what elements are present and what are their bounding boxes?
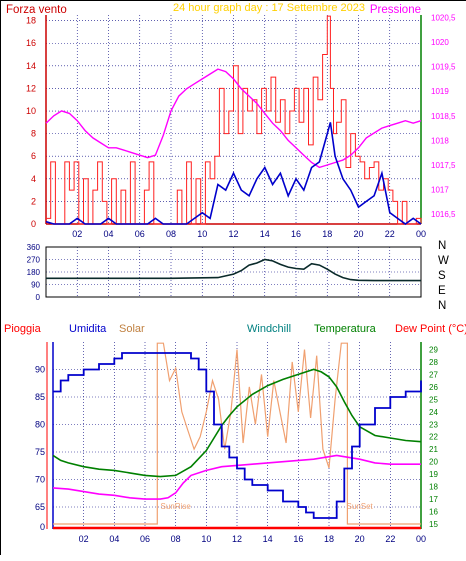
humidity-x-tick-label: 18 (324, 534, 334, 544)
humidity-line (53, 352, 422, 519)
compass-label: N (438, 240, 446, 252)
legend-item: Temperatura (314, 323, 377, 335)
pressure-y-tick-label: 1019 (431, 87, 449, 96)
legend-item: Dew Point (°C) (395, 323, 466, 335)
pressure-y-tick-label: 1020,5 (431, 13, 456, 22)
humidity-x-tick-label: 08 (171, 534, 181, 544)
temperature-y-tick-label: 27 (429, 370, 438, 379)
compass-label: S (438, 270, 446, 282)
direction-y-tick-label: 0 (36, 293, 41, 302)
humidity-y-tick-label: 85 (35, 392, 45, 402)
wind-y-tick-label: 12 (26, 83, 36, 93)
wind-direction-line (46, 258, 421, 282)
wind-y-tick-label: 4 (31, 174, 36, 184)
wind-x-tick-label: 12 (228, 229, 238, 239)
wind-y-tick-label: 16 (26, 38, 36, 48)
wind-y-tick-label: 18 (26, 16, 36, 26)
humidity-y-tick-label: 75 (35, 447, 45, 457)
wind-x-tick-label: 22 (385, 229, 395, 239)
direction-y-tick-label: 180 (27, 268, 41, 277)
humidity-x-tick-label: 02 (79, 534, 89, 544)
wind-x-tick-label: 06 (135, 229, 145, 239)
wind-x-tick-label: 16 (291, 229, 301, 239)
wind-x-tick-label: 02 (72, 229, 82, 239)
humidity-x-tick-label: 14 (263, 534, 273, 544)
humidity-temperature-panel: Pioggia Umidita Solar Windchill Temperatura D… (4, 323, 466, 544)
compass-label: N (438, 300, 446, 312)
humidity-x-tick-label: 04 (109, 534, 119, 544)
temperature-y-tick-label: 17 (429, 495, 438, 504)
temperature-y-tick-label: 25 (429, 395, 438, 404)
wind-x-tick-label: 14 (260, 229, 270, 239)
wind-gust-line (45, 122, 422, 225)
wind-speed-line (46, 15, 422, 225)
legend-item: Windchill (247, 323, 291, 335)
direction-y-tick-label: 90 (31, 281, 40, 290)
humidity-x-tick-label: 00 (416, 534, 426, 544)
temperature-y-tick-label: 26 (429, 383, 438, 392)
humidity-x-tick-label: 16 (293, 534, 303, 544)
temperature-y-tick-label: 28 (429, 358, 438, 367)
pressure-line (45, 68, 422, 169)
wind-x-tick-label: 10 (197, 229, 207, 239)
humidity-y-tick-label: 90 (35, 365, 45, 375)
wind-y-tick-label: 6 (31, 151, 36, 161)
temperature-line (52, 368, 422, 478)
wind-speed-label: Forza vento (6, 4, 67, 16)
temperature-y-tick-label: 21 (429, 445, 438, 454)
wind-y-tick-label: 14 (26, 61, 36, 71)
humidity-x-tick-label: 22 (385, 534, 395, 544)
pressure-y-tick-label: 1017,5 (431, 161, 456, 170)
pressure-y-tick-label: 1019,5 (431, 63, 456, 72)
direction-frame (45, 246, 422, 298)
solar-line (53, 342, 421, 525)
wind-x-tick-label: 20 (353, 229, 363, 239)
chart-title: 24 hour graph day : 17 Settembre 2023 (173, 2, 365, 14)
compass-label: W (438, 255, 449, 267)
wind-x-tick-label: 18 (322, 229, 332, 239)
temperature-y-tick-label: 18 (429, 483, 438, 492)
legend-item: Umidita (69, 323, 107, 335)
humidity-x-tick-label: 06 (140, 534, 150, 544)
wind-y-tick-label: 2 (31, 196, 36, 206)
wind-x-tick-label: 04 (103, 229, 113, 239)
direction-y-tick-label: 360 (27, 243, 41, 252)
temperature-y-tick-label: 22 (429, 433, 438, 442)
humidity-x-tick-label: 10 (201, 534, 211, 544)
humidity-x-tick-label: 20 (355, 534, 365, 544)
temperature-y-tick-label: 19 (429, 470, 438, 479)
pressure-label: Pressione (370, 4, 421, 16)
temperature-y-tick-label: 23 (429, 420, 438, 429)
pressure-y-tick-label: 1018 (431, 136, 449, 145)
humidity-y-tick-label: 0 (40, 522, 45, 532)
wind-pressure-panel: 02 04 06 08 10 12 14 16 18 20 22 000246810121416181… (26, 13, 456, 239)
humidity-x-tick-label: 12 (232, 534, 242, 544)
temperature-y-tick-label: 16 (429, 508, 438, 517)
temperature-y-tick-label: 29 (429, 345, 438, 354)
compass-label: E (438, 285, 446, 297)
humidity-y-tick-label: 80 (35, 420, 45, 430)
sunset-label: SunSet (347, 502, 374, 511)
wind-y-tick-label: 8 (31, 129, 36, 139)
pressure-y-tick-label: 1017 (431, 186, 449, 195)
sunrise-label: SunRise (161, 502, 192, 511)
humidity-y-tick-label: 65 (35, 502, 45, 512)
wind-y-tick-label: 0 (31, 219, 36, 229)
legend-item: Pioggia (4, 323, 42, 335)
pressure-y-tick-label: 1016,5 (431, 210, 456, 219)
temperature-y-tick-label: 24 (429, 408, 438, 417)
wind-x-tick-label: 00 (416, 229, 426, 239)
humidity-y-tick-label: 70 (35, 475, 45, 485)
wind-y-tick-label: 10 (26, 106, 36, 116)
pressure-y-tick-label: 1020 (431, 38, 449, 47)
temperature-y-tick-label: 15 (429, 520, 438, 529)
pressure-y-tick-label: 1018,5 (431, 112, 456, 121)
legend-item: Solar (119, 323, 145, 335)
direction-y-tick-label: 270 (27, 256, 41, 265)
temperature-y-tick-label: 20 (429, 458, 438, 467)
wind-x-tick-label: 08 (166, 229, 176, 239)
